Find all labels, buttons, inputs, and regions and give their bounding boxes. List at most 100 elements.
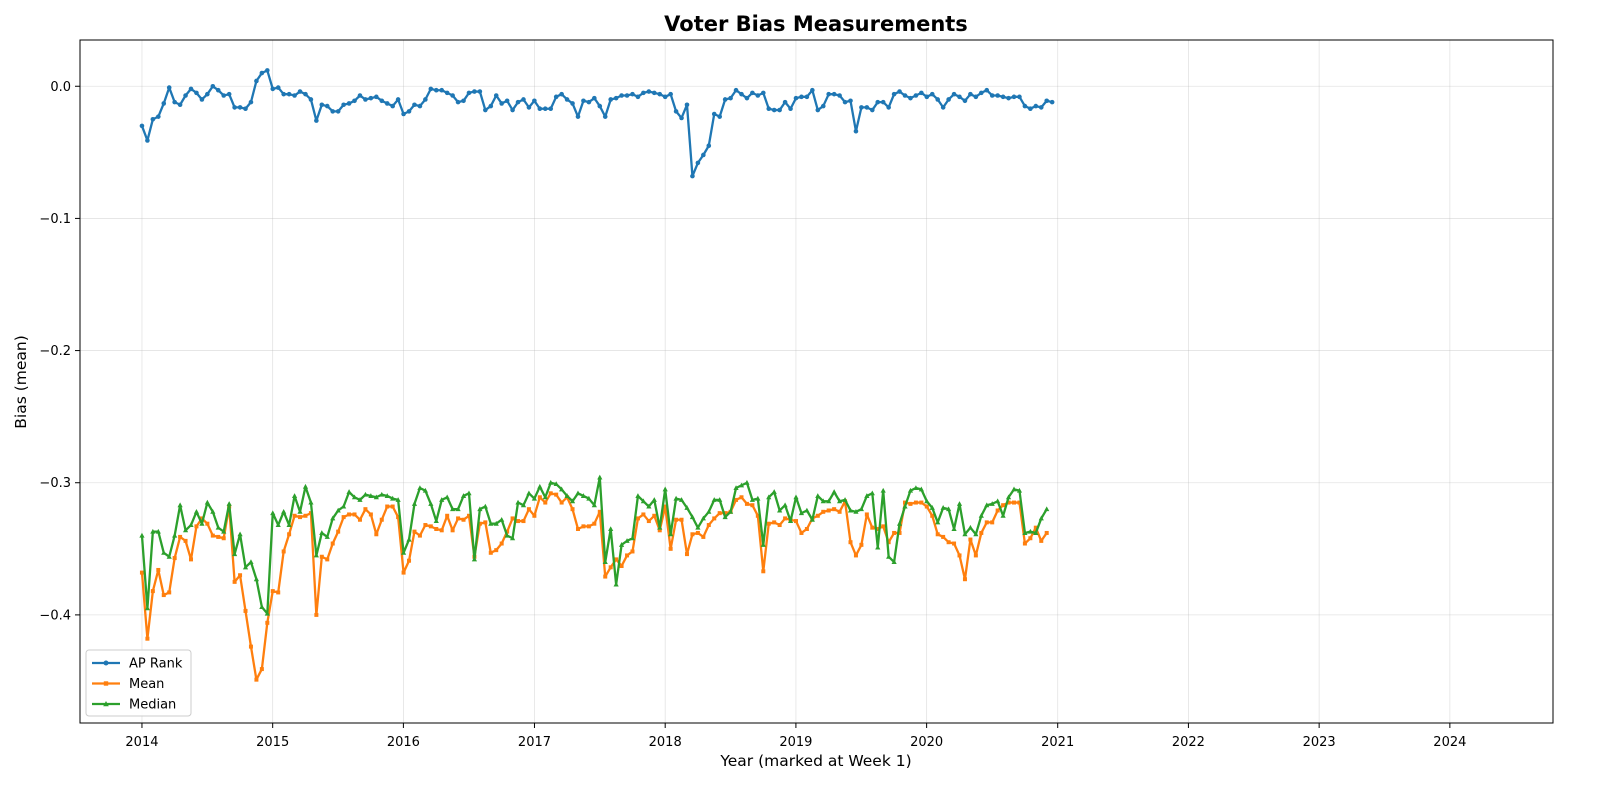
data-point	[896, 520, 903, 526]
data-point	[722, 514, 728, 520]
data-point	[646, 503, 652, 509]
data-point	[766, 521, 771, 526]
x-tick-label: 2014	[125, 735, 158, 750]
x-tick-label: 2017	[518, 735, 551, 750]
data-point	[205, 91, 210, 97]
data-point	[701, 152, 706, 158]
data-point	[423, 523, 428, 528]
legend-marker	[103, 701, 109, 707]
data-point	[727, 509, 734, 514]
data-point	[156, 567, 161, 572]
data-point	[374, 94, 379, 100]
data-point	[450, 506, 456, 512]
data-point	[886, 540, 891, 545]
data-point	[712, 516, 717, 521]
data-point	[281, 549, 286, 554]
data-point	[1044, 530, 1049, 535]
data-point	[183, 538, 188, 543]
data-point	[150, 589, 155, 594]
data-point	[646, 519, 651, 524]
data-point	[586, 99, 592, 105]
data-point	[373, 494, 379, 500]
data-point	[243, 608, 248, 613]
data-point	[1028, 106, 1033, 112]
data-point	[433, 518, 439, 524]
data-point	[722, 97, 728, 102]
data-point	[178, 534, 183, 539]
data-point	[603, 574, 608, 579]
data-point	[875, 526, 880, 531]
data-point	[761, 569, 766, 574]
data-point	[935, 532, 940, 537]
data-point	[406, 536, 412, 542]
legend-label: Median	[129, 698, 176, 713]
data-point	[903, 500, 908, 505]
data-point	[221, 93, 227, 98]
data-point	[516, 519, 521, 524]
data-point	[826, 91, 831, 97]
data-point	[411, 501, 418, 506]
data-point	[744, 501, 749, 506]
data-point	[772, 520, 777, 525]
data-point	[542, 106, 548, 112]
data-point	[581, 524, 586, 529]
data-point	[324, 103, 330, 109]
data-point	[199, 97, 205, 102]
data-point	[880, 487, 886, 493]
data-point	[1049, 99, 1055, 105]
data-point	[1000, 512, 1006, 518]
series-ap-rank	[139, 68, 1055, 179]
data-point	[858, 506, 865, 512]
data-point	[161, 101, 167, 106]
data-point	[625, 553, 630, 558]
data-point	[962, 98, 968, 104]
x-axis-label: Year (marked at Week 1)	[719, 752, 911, 770]
data-point	[265, 68, 270, 73]
data-point	[580, 493, 587, 498]
data-point	[210, 83, 216, 89]
data-point	[532, 98, 537, 104]
x-tick-label: 2020	[910, 735, 943, 750]
data-point	[450, 528, 455, 533]
data-point	[575, 526, 580, 531]
data-point	[750, 503, 755, 508]
data-point	[886, 105, 891, 110]
data-point	[352, 512, 357, 517]
data-point	[287, 532, 292, 537]
data-point	[810, 87, 815, 93]
data-point	[139, 570, 144, 575]
data-point	[684, 552, 689, 557]
data-point	[559, 500, 564, 505]
data-point	[548, 491, 553, 496]
data-point	[793, 519, 798, 524]
data-point	[962, 531, 968, 537]
data-point	[723, 511, 728, 516]
data-point	[564, 97, 570, 102]
data-point	[439, 528, 444, 533]
data-point	[592, 521, 597, 526]
data-point	[717, 497, 723, 502]
data-point	[313, 552, 319, 558]
data-point	[870, 107, 875, 113]
data-point	[314, 118, 319, 123]
data-point	[990, 520, 995, 525]
data-point	[395, 497, 401, 502]
data-point	[166, 553, 172, 559]
data-point	[254, 78, 259, 84]
data-point	[755, 495, 761, 501]
data-point	[586, 524, 591, 529]
data-point	[396, 515, 401, 520]
data-point	[695, 160, 701, 166]
legend-box	[85, 649, 192, 717]
data-point	[1000, 94, 1006, 100]
data-point	[766, 106, 772, 112]
data-point	[907, 487, 914, 493]
data-point	[417, 533, 422, 538]
data-point	[804, 507, 810, 513]
data-point	[303, 91, 308, 97]
data-point	[952, 541, 957, 546]
data-point	[995, 93, 1000, 98]
data-point	[520, 502, 527, 508]
x-tick-label: 2024	[1433, 735, 1466, 750]
data-point	[635, 493, 641, 498]
